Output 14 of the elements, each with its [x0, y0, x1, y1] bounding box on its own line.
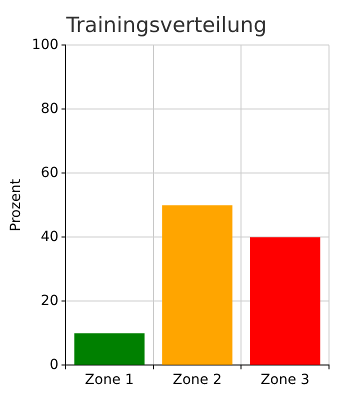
y-tick-label: 80 — [40, 100, 59, 117]
bar — [250, 237, 320, 365]
y-tick-label: 60 — [40, 164, 59, 181]
bar — [162, 205, 232, 365]
y-tick-label: 40 — [40, 228, 59, 245]
y-tick-label: 100 — [32, 36, 59, 53]
x-tick-label: Zone 1 — [84, 372, 134, 388]
y-tick-label: 20 — [40, 292, 59, 309]
chart-title: Trainingsverteilung — [65, 13, 267, 38]
x-tick-label: Zone 2 — [172, 372, 222, 388]
y-axis-title: Prozent — [8, 178, 24, 232]
y-tick-label: 0 — [50, 356, 59, 373]
bar — [74, 333, 145, 365]
x-tick-label: Zone 3 — [260, 372, 310, 388]
